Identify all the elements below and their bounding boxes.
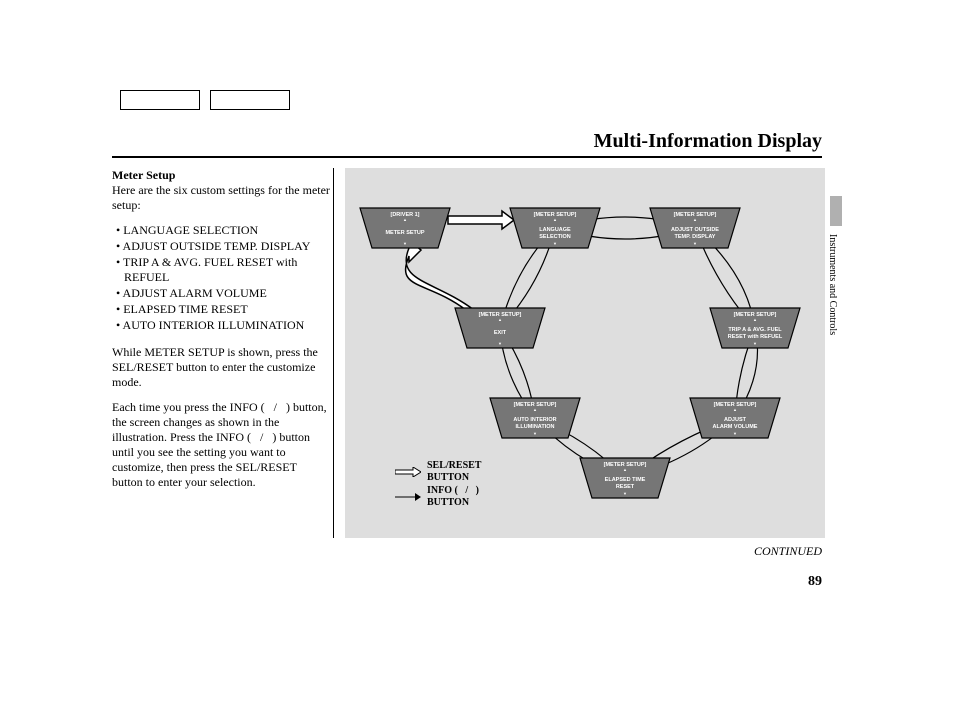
diagram-node-lang: [METER SETUP]▲LANGUAGESELECTION▼ [510,208,600,248]
svg-text:ADJUST OUTSIDE: ADJUST OUTSIDE [671,227,719,233]
svg-text:▲: ▲ [623,467,627,472]
svg-text:▲: ▲ [403,217,407,222]
svg-text:RESET with REFUEL: RESET with REFUEL [728,334,783,340]
svg-text:▼: ▼ [403,241,407,246]
bullet-text: ELAPSED TIME RESET [123,302,247,316]
svg-text:TEMP. DISPLAY: TEMP. DISPLAY [675,234,716,240]
bullet-text: LANGUAGE SELECTION [123,223,258,237]
meter-setup-diagram: [DRIVER 1]▲METER SETUP▼[METER SETUP]▲LAN… [345,168,825,538]
section-header: Meter Setup [112,168,175,182]
legend-arrow-thin-icon [395,492,421,502]
svg-text:ILLUMINATION: ILLUMINATION [515,424,554,430]
svg-text:METER SETUP: METER SETUP [385,230,424,236]
bullet-text: TRIP A & AVG. FUEL RESET with REFUEL [123,255,297,284]
top-marker-2 [210,90,290,110]
text-column: Meter Setup Here are the six custom sett… [112,168,330,500]
bullet-item: • ADJUST OUTSIDE TEMP. DISPLAY [114,239,330,254]
svg-text:▲: ▲ [733,407,737,412]
para-3: Each time you press the INFO ( / ) butto… [112,400,330,490]
bullet-item: • LANGUAGE SELECTION [114,223,330,238]
intro-para: Here are the six custom settings for the… [112,183,330,213]
svg-text:ALARM VOLUME: ALARM VOLUME [713,424,758,430]
side-tab-label: Instruments and Controls [827,234,838,335]
svg-text:▲: ▲ [553,217,557,222]
svg-text:RESET: RESET [616,484,635,490]
diagram-node-trip: [METER SETUP]▲TRIP A & AVG. FUELRESET wi… [710,308,800,348]
bullet-item: • TRIP A & AVG. FUEL RESET with REFUEL [114,255,330,285]
svg-text:▲: ▲ [753,317,757,322]
diagram-node-exit: [METER SETUP]▲EXIT▼ [455,308,545,348]
svg-text:▼: ▼ [693,241,697,246]
diagram-node-autoint: [METER SETUP]▲AUTO INTERIORILLUMINATION▼ [490,398,580,438]
svg-text:EXIT: EXIT [494,330,507,336]
svg-text:▼: ▼ [753,341,757,346]
svg-text:ADJUST: ADJUST [724,417,747,423]
svg-text:▲: ▲ [533,407,537,412]
svg-text:▼: ▼ [553,241,557,246]
column-separator [333,168,334,538]
bullet-text: ADJUST ALARM VOLUME [123,286,267,300]
legend-line: BUTTON [427,472,469,483]
svg-text:▲: ▲ [498,317,502,322]
continued-marker: CONTINUED [754,544,822,559]
top-marker-1 [120,90,200,110]
bullet-text: ADJUST OUTSIDE TEMP. DISPLAY [123,239,311,253]
bullet-list: • LANGUAGE SELECTION • ADJUST OUTSIDE TE… [114,223,330,333]
svg-text:▼: ▼ [498,341,502,346]
bullet-text: AUTO INTERIOR ILLUMINATION [123,318,305,332]
legend-line: SEL/RESET [427,460,481,471]
side-tab [830,196,842,226]
title-rule [112,156,822,158]
svg-text:LANGUAGE: LANGUAGE [539,227,571,233]
page-number: 89 [808,574,822,590]
bullet-item: • AUTO INTERIOR ILLUMINATION [114,318,330,333]
svg-text:AUTO INTERIOR: AUTO INTERIOR [513,417,556,423]
diagram-node-driver: [DRIVER 1]▲METER SETUP▼ [360,208,450,248]
diagram-node-temp: [METER SETUP]▲ADJUST OUTSIDETEMP. DISPLA… [650,208,740,248]
svg-text:▼: ▼ [623,491,627,496]
svg-text:ELAPSED TIME: ELAPSED TIME [605,477,646,483]
svg-text:TRIP A & AVG. FUEL: TRIP A & AVG. FUEL [728,327,782,333]
diagram-legend: SEL/RESETBUTTON INFO ( / )BUTTON [395,460,481,508]
diagram-node-elapsed: [METER SETUP]▲ELAPSED TIMERESET▼ [580,458,670,498]
top-markers [120,90,290,110]
para-2: While METER SETUP is shown, press the SE… [112,345,330,390]
page-title: Multi-Information Display [594,130,822,153]
legend-line: BUTTON [427,497,469,508]
svg-text:▲: ▲ [693,217,697,222]
svg-text:SELECTION: SELECTION [539,234,571,240]
svg-text:▼: ▼ [733,431,737,436]
legend-arrow-outline-icon [395,467,421,477]
bullet-item: • ADJUST ALARM VOLUME [114,286,330,301]
page: Multi-Information Display Meter Setup He… [0,0,954,710]
diagram-node-alarm: [METER SETUP]▲ADJUSTALARM VOLUME▼ [690,398,780,438]
svg-text:▼: ▼ [533,431,537,436]
bullet-item: • ELAPSED TIME RESET [114,302,330,317]
legend-line: INFO ( / ) [427,485,479,496]
